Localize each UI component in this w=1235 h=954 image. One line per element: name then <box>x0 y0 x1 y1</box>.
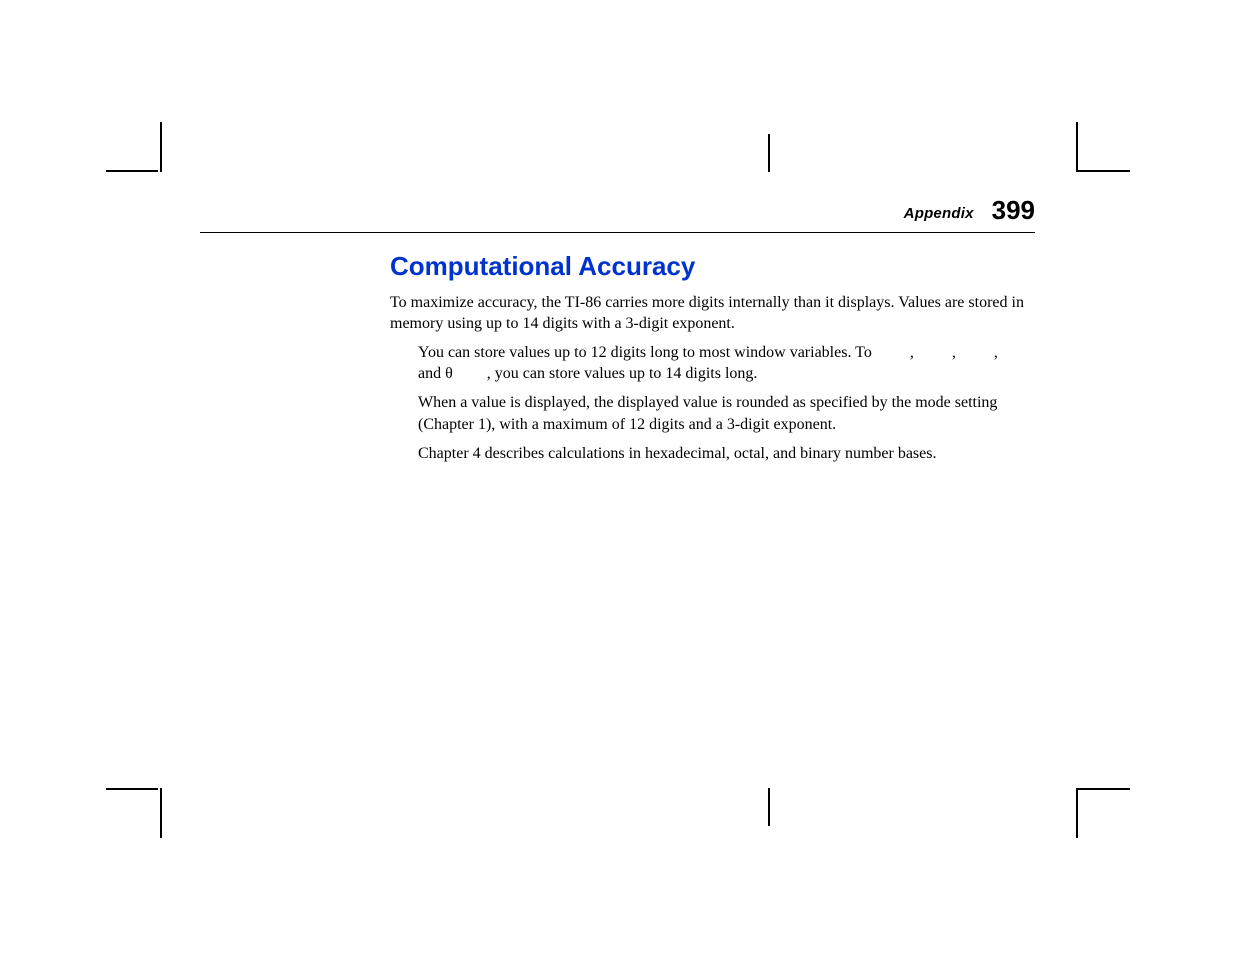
document-page: Appendix 399 Computational Accuracy To m… <box>0 0 1235 954</box>
crop-mark <box>106 788 158 790</box>
intro-paragraph: To maximize accuracy, the TI-86 carries … <box>390 292 1035 334</box>
crop-mark <box>106 170 158 172</box>
running-header: Appendix 399 <box>200 195 1035 233</box>
body-column: Computational Accuracy To maximize accur… <box>390 251 1035 464</box>
page-title: Computational Accuracy <box>390 251 1035 282</box>
theta-symbol-icon: θ <box>445 365 453 382</box>
text-run: , <box>910 344 918 361</box>
crop-mark <box>1078 788 1130 790</box>
text-run: , <box>952 344 960 361</box>
text-run: and <box>418 365 445 382</box>
crop-mark <box>1076 122 1078 172</box>
header-page-number: 399 <box>992 195 1035 225</box>
text-run: , <box>994 344 998 361</box>
crop-mark <box>1076 788 1078 838</box>
bullet-list: You can store values up to 12 digits lon… <box>418 342 1035 464</box>
header-section-label: Appendix <box>904 205 974 222</box>
bullet-item: You can store values up to 12 digits lon… <box>418 342 1035 384</box>
crop-mark <box>768 134 770 172</box>
crop-mark <box>1078 170 1130 172</box>
crop-mark <box>160 788 162 838</box>
crop-mark <box>768 788 770 826</box>
bullet-item: Chapter 4 describes calculations in hexa… <box>418 443 1035 464</box>
text-run: , you can store values up to 14 digits l… <box>487 365 758 382</box>
bullet-item: When a value is displayed, the displayed… <box>418 392 1035 434</box>
page-content: Appendix 399 Computational Accuracy To m… <box>200 195 1035 472</box>
crop-mark <box>160 122 162 172</box>
text-run: You can store values up to 12 digits lon… <box>418 344 876 361</box>
